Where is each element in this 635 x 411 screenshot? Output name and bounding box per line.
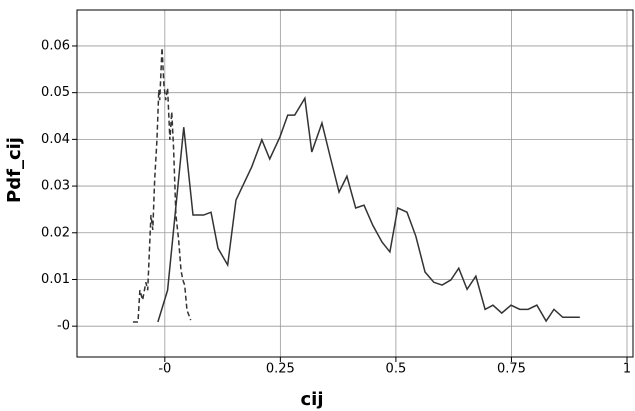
x-tick-label: 1 [623,362,631,377]
x-tick-label: 0.5 [386,362,407,377]
plot-frame [76,9,634,358]
x-tick-label: -0 [158,362,171,377]
y-tick-label: 0.02 [41,225,70,240]
y-tick-label: 0.04 [41,132,70,147]
y-tick-label: 0.05 [41,85,70,100]
y-tick-label: 0.03 [41,179,70,194]
x-tick-label: 0.25 [266,362,295,377]
data-line [132,47,192,323]
x-axis-title: cij [300,389,323,410]
data-line [157,96,580,323]
y-tick-label: 0.01 [41,272,70,287]
y-tick-label: 0.06 [41,38,70,53]
x-tick-label: 0.75 [497,362,526,377]
y-tick-label: -0 [57,319,70,334]
y-axis-title: Pdf_cij [4,137,25,203]
